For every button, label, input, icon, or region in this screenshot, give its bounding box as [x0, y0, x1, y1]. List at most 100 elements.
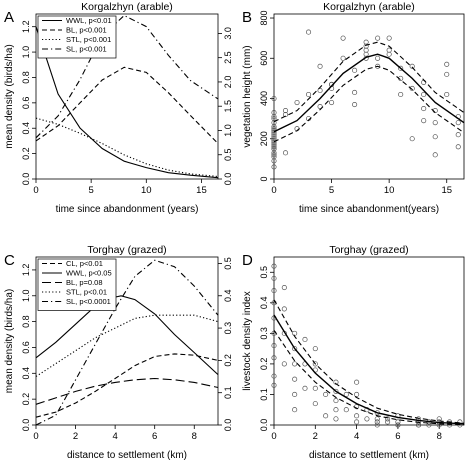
data-point — [395, 422, 401, 428]
series-line — [35, 314, 219, 377]
y-tick-label: 0.6 — [21, 341, 31, 354]
data-point — [363, 39, 369, 45]
x-tick-label: 10 — [141, 185, 152, 196]
y-tick-label: 0.8 — [21, 315, 31, 328]
y-right-tick-label: 0.0 — [223, 173, 233, 186]
x-tick-label: 5 — [329, 185, 334, 196]
data-point — [354, 419, 360, 425]
panel-letter: B — [242, 9, 252, 26]
data-point — [340, 35, 346, 41]
data-point — [455, 120, 461, 126]
series-line — [273, 314, 465, 425]
y-tick-label: 0.2 — [21, 393, 31, 406]
data-point — [375, 55, 381, 61]
y-right-tick-label: 0.4 — [223, 290, 233, 303]
y-tick-label: 0.4 — [21, 122, 31, 135]
data-point — [271, 150, 277, 156]
data-point — [312, 401, 318, 407]
series-line — [273, 299, 465, 424]
series-line — [35, 295, 219, 376]
data-point — [271, 142, 277, 148]
data-point — [333, 407, 339, 413]
x-tick-label: 0 — [33, 185, 38, 196]
data-point — [271, 144, 277, 150]
x-tick-label: 4 — [354, 431, 359, 442]
legend-label: SL, p<0.001 — [66, 45, 107, 54]
series-line — [273, 53, 465, 133]
data-point — [374, 419, 380, 425]
x-tick-label: 10 — [384, 185, 395, 196]
y-tick-label: 0.8 — [21, 71, 31, 84]
y-right-tick-label: 2.5 — [223, 51, 233, 64]
data-point — [363, 43, 369, 49]
data-point — [312, 361, 318, 367]
data-point — [271, 164, 277, 170]
legend-label: SL, p<0.0001 — [66, 297, 111, 306]
data-point — [432, 152, 438, 158]
series-line — [35, 259, 219, 426]
series-line — [35, 377, 219, 405]
y-tick-label: 1.0 — [21, 46, 31, 59]
data-point — [281, 361, 287, 367]
data-point — [271, 288, 277, 294]
y-tick-label: 0.1 — [259, 388, 269, 401]
legend-label: CL, p<0.01 — [66, 259, 103, 268]
data-point — [421, 118, 427, 124]
data-point — [363, 47, 369, 53]
y-right-tick-label: 1.5 — [223, 100, 233, 113]
data-point — [292, 376, 298, 382]
data-point — [354, 391, 360, 398]
data-point — [444, 61, 450, 67]
y-axis-label: mean density (birds/ha) — [4, 289, 15, 394]
data-point — [333, 379, 339, 385]
data-point — [271, 140, 277, 146]
panel-title: Korgalzhyn (arable) — [323, 1, 415, 13]
data-point — [352, 67, 358, 73]
series-line — [35, 66, 219, 144]
series-line — [273, 41, 465, 123]
y-tick-label: 1.2 — [21, 264, 31, 277]
y-tick-label: 800 — [259, 11, 269, 26]
x-tick-label: 6 — [152, 431, 157, 442]
data-point — [282, 112, 289, 118]
data-point — [421, 91, 427, 98]
y-right-tick-label: 0.5 — [223, 148, 233, 161]
data-point — [271, 263, 277, 269]
y-tick-label: 400 — [259, 91, 269, 106]
y-tick-label: 0.0 — [21, 419, 31, 432]
data-point — [455, 144, 461, 150]
data-point — [305, 29, 312, 35]
x-tick-label: 4 — [112, 431, 117, 442]
data-point — [271, 146, 277, 152]
series-line — [35, 26, 219, 179]
x-tick-label: 15 — [196, 185, 207, 196]
data-point — [375, 35, 381, 41]
data-point — [271, 120, 277, 126]
x-axis-label: distance to settlement (km) — [309, 450, 429, 461]
legend-label: WWL, p<0.05 — [66, 269, 112, 278]
y-right-tick-label: 0.1 — [223, 386, 233, 399]
x-axis-label: time since abandonment(years) — [299, 204, 439, 215]
data-point — [292, 346, 298, 352]
data-point — [271, 114, 277, 120]
plot-frame — [273, 13, 465, 180]
data-point — [294, 99, 300, 106]
data-point — [281, 306, 287, 312]
data-point — [409, 136, 415, 142]
data-point — [364, 416, 370, 422]
panel-letter: A — [4, 9, 14, 26]
data-point — [398, 65, 404, 71]
data-point — [421, 106, 427, 112]
series-line — [35, 353, 219, 418]
data-point — [385, 416, 391, 422]
y-tick-label: 0.0 — [21, 173, 31, 186]
data-point — [455, 132, 461, 138]
y-axis-label: mean density (birds/ha) — [4, 44, 15, 149]
data-point — [271, 95, 277, 102]
x-axis-label: time since abandonment (years) — [56, 204, 199, 215]
data-point — [271, 136, 277, 142]
y-tick-label: 0.4 — [21, 367, 31, 380]
data-point — [374, 416, 380, 422]
panel-b: B Korgalzhyn (arable) time since abandonme… — [242, 1, 465, 215]
data-point — [292, 391, 298, 398]
